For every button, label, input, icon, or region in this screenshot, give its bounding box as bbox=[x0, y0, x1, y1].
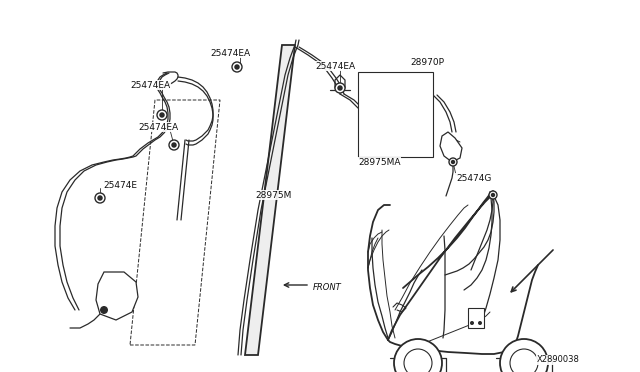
Circle shape bbox=[449, 158, 457, 166]
Circle shape bbox=[95, 193, 105, 203]
Polygon shape bbox=[245, 45, 295, 355]
Circle shape bbox=[394, 339, 442, 372]
Text: 28975M: 28975M bbox=[255, 190, 291, 199]
Circle shape bbox=[97, 195, 103, 201]
Circle shape bbox=[337, 85, 343, 91]
Text: 25474EA: 25474EA bbox=[138, 122, 178, 131]
Text: 25474EA: 25474EA bbox=[210, 48, 250, 58]
Circle shape bbox=[470, 321, 474, 325]
Circle shape bbox=[169, 140, 179, 150]
Circle shape bbox=[491, 193, 495, 197]
Circle shape bbox=[100, 306, 108, 314]
Circle shape bbox=[510, 349, 538, 372]
Circle shape bbox=[489, 191, 497, 199]
Text: 25474EA: 25474EA bbox=[315, 61, 355, 71]
Circle shape bbox=[500, 339, 548, 372]
Circle shape bbox=[234, 64, 240, 70]
Circle shape bbox=[232, 62, 242, 72]
Text: 25474E: 25474E bbox=[103, 180, 137, 189]
Bar bbox=[358, 72, 433, 157]
Text: 28975MA: 28975MA bbox=[358, 157, 401, 167]
Circle shape bbox=[172, 142, 177, 148]
Circle shape bbox=[404, 349, 432, 372]
Polygon shape bbox=[130, 100, 220, 345]
Circle shape bbox=[157, 110, 167, 120]
Circle shape bbox=[159, 112, 164, 118]
Bar bbox=[468, 308, 484, 328]
Text: 25474EA: 25474EA bbox=[130, 80, 170, 90]
Circle shape bbox=[335, 83, 345, 93]
Polygon shape bbox=[96, 272, 138, 320]
Circle shape bbox=[478, 321, 482, 325]
Text: 25474G: 25474G bbox=[456, 173, 492, 183]
Circle shape bbox=[451, 160, 455, 164]
Text: X2890038: X2890038 bbox=[537, 356, 580, 365]
Text: 28970P: 28970P bbox=[410, 58, 444, 67]
Polygon shape bbox=[440, 132, 462, 162]
Text: FRONT: FRONT bbox=[313, 282, 342, 292]
